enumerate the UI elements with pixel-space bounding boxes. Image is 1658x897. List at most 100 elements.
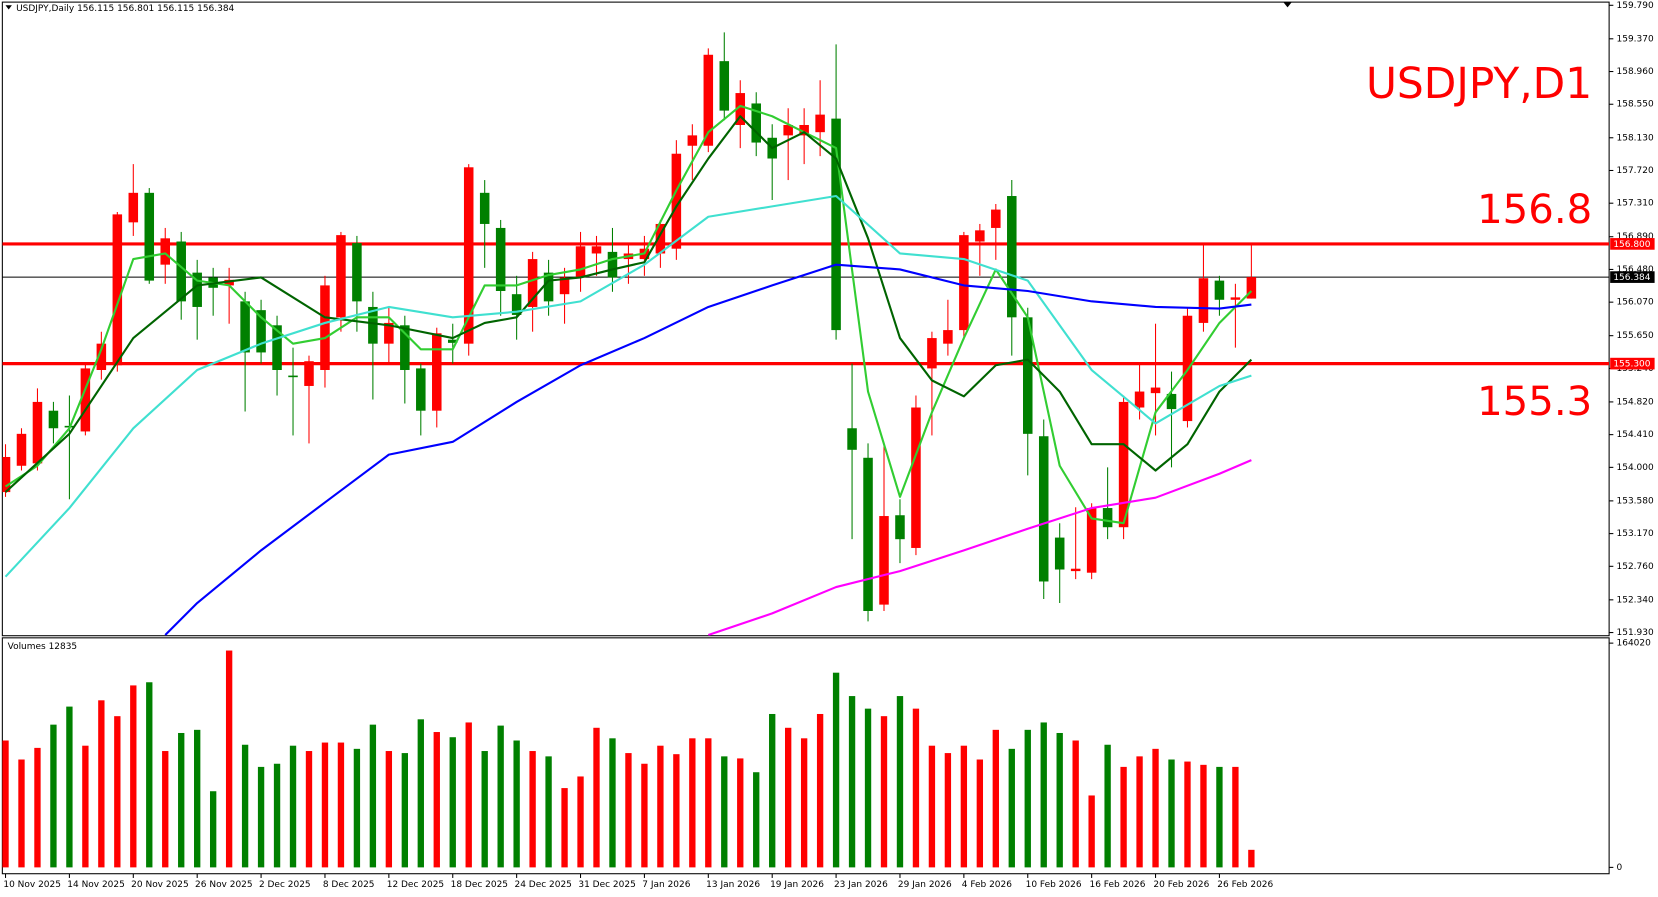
volume-bar [465, 722, 472, 868]
x-tick-label: 2 Dec 2025 [259, 880, 311, 890]
candle-body [735, 93, 746, 125]
volume-bar [82, 745, 89, 868]
volume-bar [114, 716, 121, 868]
y-tick-label: 153.170 [1617, 529, 1654, 539]
volume-bar [593, 727, 600, 868]
candle-body [80, 368, 91, 432]
x-tick-label: 26 Nov 2025 [195, 880, 253, 890]
candle-body [687, 135, 698, 146]
overlay-labels: 156.800 156.8 155.300 155.3 156.384 [1477, 187, 1655, 425]
y-tick-label: 159.790 [1617, 1, 1654, 11]
x-tick-label: 31 Dec 2025 [578, 880, 635, 890]
y-tick-label: 155.650 [1617, 331, 1654, 341]
volume-bar [1104, 744, 1111, 868]
volume-bar [1200, 764, 1207, 868]
volume-bar [1168, 759, 1175, 868]
volume-bar [784, 727, 792, 868]
candle-body [224, 279, 234, 286]
volume-bar [209, 791, 217, 868]
shift-marker [1283, 2, 1292, 8]
volume-bar [305, 751, 313, 868]
y-tick-label: 157.310 [1617, 199, 1654, 209]
candle-body [1007, 196, 1017, 318]
volume-bar [800, 738, 808, 868]
y-tick-label: 152.340 [1617, 595, 1654, 605]
candle-body [96, 343, 107, 370]
volume-bar [625, 753, 632, 868]
volume-bar [561, 788, 568, 868]
x-tick-label: 13 Jan 2026 [706, 880, 760, 890]
x-tick-label: 4 Feb 2026 [962, 880, 1012, 890]
volume-bar [848, 696, 856, 868]
candle-body [655, 223, 666, 254]
candle-body [304, 361, 314, 386]
y-tick-label: 159.370 [1617, 34, 1654, 44]
volume-bar [944, 753, 952, 868]
candle-body [400, 325, 410, 370]
candle-body [991, 209, 1001, 228]
candle-body [463, 167, 474, 344]
volume-bar [880, 716, 888, 868]
candle-body [879, 516, 889, 605]
candle-body [575, 246, 586, 278]
volume-bar [992, 729, 999, 868]
volume-bar [353, 748, 361, 868]
candle-body [831, 118, 841, 331]
y-tick-label: 156.890 [1617, 232, 1654, 242]
x-tick-label: 24 Dec 2025 [515, 880, 572, 890]
candle-body [959, 235, 969, 331]
x-tick-label: 26 Feb 2026 [1217, 880, 1273, 890]
candle-body [543, 272, 554, 302]
x-tick-label: 20 Nov 2025 [131, 880, 189, 890]
candle-body [895, 515, 905, 540]
candle-body [943, 330, 953, 344]
candle-body [1022, 317, 1033, 434]
candle-body [176, 241, 186, 302]
y-tick-label: 158.130 [1617, 133, 1654, 143]
volume-bar [689, 738, 696, 868]
candle-body [2, 456, 11, 493]
price-label-box [1610, 357, 1655, 370]
x-tick-label: 16 Feb 2026 [1090, 880, 1146, 890]
candle-body [32, 401, 43, 464]
volume-bar [2, 740, 9, 868]
volume-bar [705, 738, 712, 868]
price-label: 156.800 [1613, 240, 1650, 250]
chart-title: USDJPY,D1 [1366, 59, 1592, 108]
volume-bar [289, 745, 297, 868]
candle-body [144, 192, 155, 281]
volume-bar [1152, 748, 1159, 868]
menu-arrow[interactable] [5, 5, 12, 10]
candle-body [432, 333, 442, 411]
y-tick-label: 152.760 [1617, 562, 1654, 572]
candle-body [128, 192, 139, 223]
candle-body [288, 375, 298, 378]
volume-bar [1216, 766, 1223, 868]
volume-tick-label: 164020 [1617, 639, 1652, 649]
x-tick-label: 12 Dec 2025 [387, 880, 444, 890]
volume-bar [194, 729, 201, 868]
candle-body [1118, 401, 1129, 528]
candle-body [1038, 436, 1049, 582]
volume-header: Volumes 12835 [8, 642, 78, 652]
candle-body [1246, 277, 1257, 299]
volume-bar [321, 742, 329, 868]
volume-tick-label: 0 [1617, 863, 1623, 873]
candle-body [671, 153, 682, 249]
volume-bar [928, 745, 936, 868]
y-tick-label: 156.480 [1617, 265, 1654, 275]
volume-bar [225, 650, 233, 868]
candle-body [384, 322, 394, 344]
volume-bar [529, 751, 536, 868]
volume-bar [912, 708, 920, 868]
volume-bar [976, 759, 984, 868]
x-tick-label: 8 Dec 2025 [323, 880, 375, 890]
volume-bar [960, 745, 968, 868]
volume-bar [1008, 748, 1015, 868]
volume-bar [1072, 740, 1079, 868]
candle-body [559, 277, 570, 295]
volume-bar [816, 713, 824, 868]
y-tick-label: 158.550 [1617, 100, 1654, 110]
